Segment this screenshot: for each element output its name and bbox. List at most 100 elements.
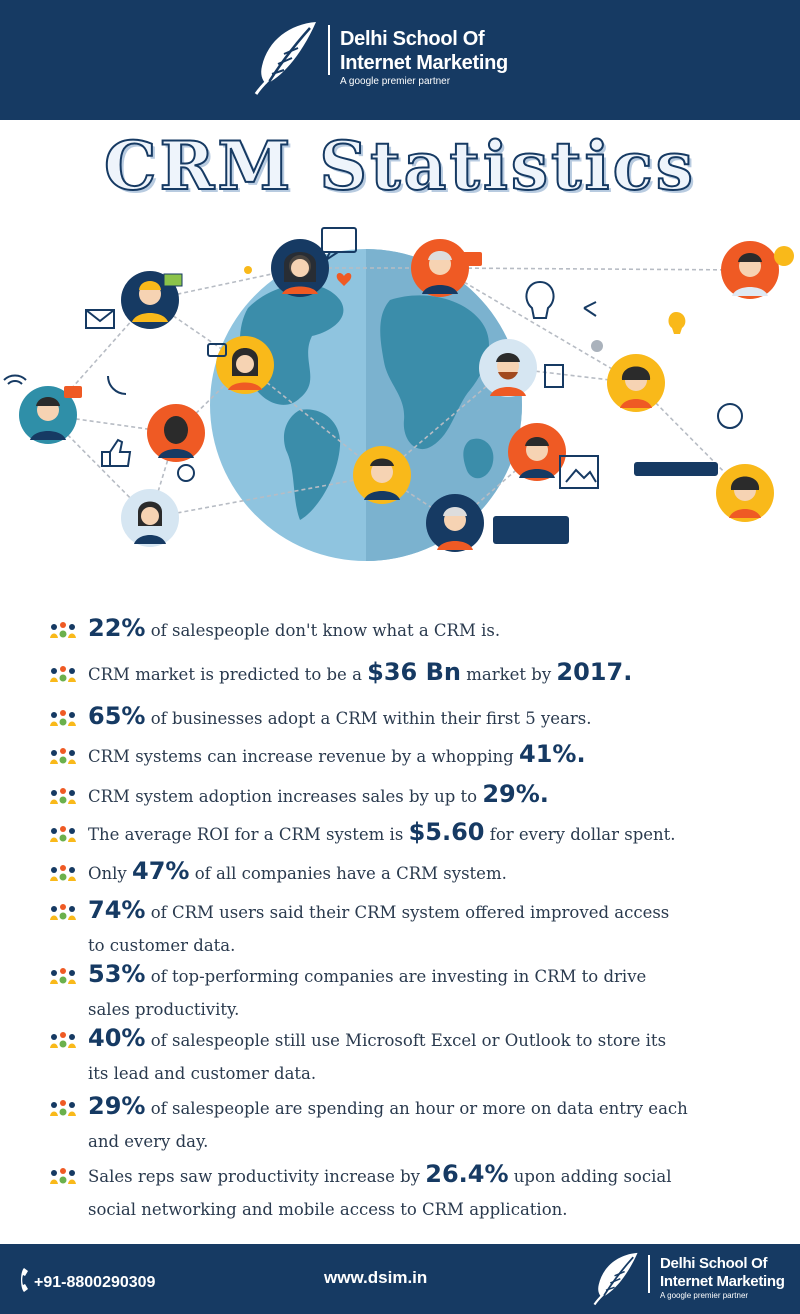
people-network-icon [48,1166,78,1186]
list-item: 29% of salespeople are spending an hour … [48,1090,768,1158]
message-icon [458,252,482,266]
brand-divider [328,25,330,75]
document-icon [544,364,564,388]
stat-highlight: 29%. [482,780,549,808]
stat-body: sales productivity. [88,1000,240,1019]
stat-body: of top-performing companies are investin… [145,967,647,986]
stat-highlight: 41%. [519,740,586,768]
globe-small-icon [717,403,743,429]
header-brand[interactable]: Delhi School Of Internet Marketing A goo… [250,18,508,96]
stat-text: CRM system adoption increases sales by u… [78,778,549,813]
stat-text: 53% of top-performing companies are inve… [78,958,646,1026]
stat-body: social networking and mobile access to C… [88,1200,568,1219]
avatar [508,423,566,481]
stat-highlight: $36 Bn [367,658,461,686]
phone-number: +91-8800290309 [34,1273,156,1291]
brand-text: Delhi School Of Internet Marketing A goo… [340,27,508,88]
stat-text: 74% of CRM users said their CRM system o… [78,894,669,962]
people-network-icon [48,1098,78,1118]
gold-coin-icon [774,246,794,266]
list-item: 40% of salespeople still use Microsoft E… [48,1022,768,1090]
list-item: 65% of businesses adopt a CRM within the… [48,700,768,735]
avatar [121,489,179,547]
avatar [716,464,774,522]
image-icon [559,455,599,489]
stat-highlight: 2017. [556,658,633,686]
brand-name-line2: Internet Marketing [340,51,508,74]
stat-highlight: 40% [88,1024,146,1052]
footer-brand[interactable]: Delhi School Of Internet Marketing A goo… [590,1250,785,1306]
stat-body: of CRM users said their CRM system offer… [145,903,670,922]
stat-text: CRM systems can increase revenue by a wh… [78,738,586,773]
people-network-icon [48,664,78,684]
people-network-icon [48,902,78,922]
heart-icon [336,273,352,286]
stat-body: Only [88,864,132,883]
video-play-icon [64,386,82,398]
stat-text: 40% of salespeople still use Microsoft E… [78,1022,666,1090]
avatar [353,446,411,504]
stat-body: upon adding social [508,1167,672,1186]
list-item: Sales reps saw productivity increase by … [48,1158,768,1226]
list-item: Only 47% of all companies have a CRM sys… [48,855,768,890]
people-network-icon [48,786,78,806]
text-bar-icon [634,462,718,476]
list-item: The average ROI for a CRM system is $5.6… [48,816,768,851]
stat-highlight: 53% [88,960,146,988]
phone-icon [18,1266,34,1299]
stat-body: market by [461,665,557,684]
stat-text: CRM market is predicted to be a $36 Bn m… [78,656,632,691]
people-network-icon [48,708,78,728]
stat-highlight: $5.60 [408,818,485,846]
mail-icon [85,309,115,329]
stat-body: to customer data. [88,936,236,955]
list-item: CRM market is predicted to be a $36 Bn m… [48,656,768,691]
stat-body: of salespeople don't know what a CRM is. [145,621,501,640]
avatar [19,386,77,444]
lightbulb-small-icon [668,312,686,334]
stat-highlight: 47% [132,857,190,885]
crm-network-illustration [0,220,800,580]
smiley-icon [177,464,195,482]
stat-body: CRM system adoption increases sales by u… [88,787,483,806]
money-icon [163,273,183,287]
stat-body: CRM market is predicted to be a [88,665,368,684]
stat-body: Sales reps saw productivity increase by [88,1167,426,1186]
brand-name-line1: Delhi School Of [340,27,485,50]
people-network-icon [48,863,78,883]
brand-name-line2: Internet Marketing [660,1273,785,1290]
footer-bar: +91-8800290309 www.dsim.in Delhi School … [0,1244,800,1314]
stat-text: 65% of businesses adopt a CRM within the… [78,700,592,735]
leaf-logo-icon [590,1250,642,1306]
stat-text: Sales reps saw productivity increase by … [78,1158,671,1226]
list-item: 22% of salespeople don't know what a CRM… [48,612,768,647]
chat-icon [321,227,357,253]
stat-highlight: 22% [88,614,146,642]
stat-text: The average ROI for a CRM system is $5.6… [78,816,676,851]
stat-body: of businesses adopt a CRM within their f… [145,709,592,728]
list-item: 53% of top-performing companies are inve… [48,958,768,1026]
list-item: CRM system adoption increases sales by u… [48,778,768,813]
stat-text: Only 47% of all companies have a CRM sys… [78,855,507,890]
phone-contact[interactable]: +91-8800290309 [18,1266,155,1299]
text-bubble-icon [493,516,569,544]
phone-call-icon [107,375,127,395]
stat-text: 29% of salespeople are spending an hour … [78,1090,688,1158]
avatar [216,336,274,394]
people-network-icon [48,620,78,640]
stat-highlight: 65% [88,702,146,730]
people-network-icon [48,824,78,844]
brand-tagline: A google premier partner [660,1291,749,1300]
bulb-icon [525,280,555,319]
stat-highlight: 26.4% [425,1160,509,1188]
avatar-icons [19,239,779,552]
list-item: 74% of CRM users said their CRM system o… [48,894,768,962]
brand-name-line1: Delhi School Of [660,1255,768,1272]
camera-icon [207,343,227,357]
avatar [411,239,469,297]
website-link[interactable]: www.dsim.in [324,1268,428,1287]
stat-body: of salespeople are spending an hour or m… [145,1099,688,1118]
brand-divider [648,1255,650,1293]
stat-body: and every day. [88,1132,209,1151]
people-network-icon [48,966,78,986]
